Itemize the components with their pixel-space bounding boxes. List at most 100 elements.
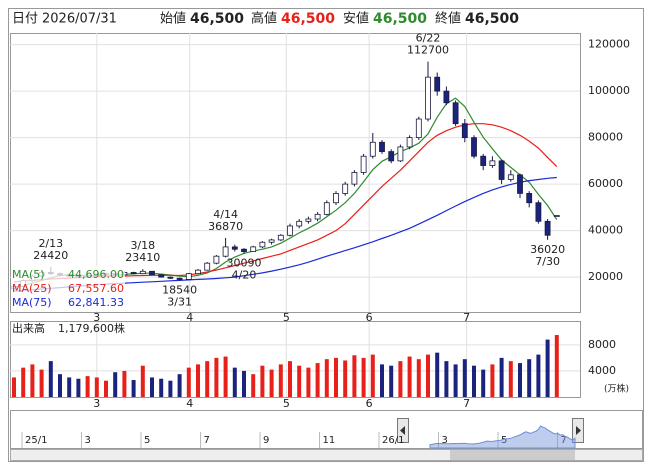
annotation-date: 4/14 bbox=[213, 208, 238, 221]
candle-body bbox=[204, 262, 211, 271]
annotation-value: 30090 bbox=[227, 257, 262, 270]
volume-bar bbox=[278, 364, 283, 397]
x-tick-label: 3 bbox=[93, 311, 100, 324]
volume-bar bbox=[453, 364, 458, 397]
volume-bar bbox=[334, 357, 338, 397]
y-tick-label: 100000 bbox=[588, 84, 630, 97]
volume-bar bbox=[196, 364, 200, 397]
candle-body bbox=[314, 213, 321, 220]
scroll-thumb[interactable] bbox=[450, 450, 575, 460]
open-label: 始値 bbox=[160, 11, 186, 27]
candle-body bbox=[149, 270, 155, 276]
volume-bar bbox=[21, 367, 26, 397]
volume-bar bbox=[554, 335, 559, 397]
volume-bar bbox=[297, 365, 302, 397]
candle-body bbox=[507, 174, 514, 180]
volume-bar bbox=[104, 380, 108, 397]
candle-body bbox=[213, 255, 220, 264]
volume-bar bbox=[315, 363, 320, 397]
close: 46,500 bbox=[465, 11, 519, 27]
candle-body bbox=[287, 225, 293, 236]
volume-bar bbox=[251, 374, 256, 397]
nav-label: 5 bbox=[144, 435, 150, 446]
nav-arrow-right bbox=[576, 426, 581, 435]
volume-bar bbox=[490, 364, 495, 397]
volume-bar bbox=[444, 361, 449, 397]
annotation-value: 24420 bbox=[33, 249, 68, 262]
date: 2026/07/31 bbox=[42, 12, 117, 27]
legend-name: MA(5) bbox=[12, 268, 45, 281]
volume-bar bbox=[177, 374, 182, 397]
nav-label: 11 bbox=[323, 435, 336, 446]
nav-label: 3 bbox=[85, 435, 91, 446]
open: 46,500 bbox=[190, 11, 244, 27]
candle-body bbox=[333, 193, 339, 204]
candle-body bbox=[544, 220, 551, 236]
candle-body bbox=[461, 123, 468, 139]
annotation-date: 4/20 bbox=[232, 269, 257, 282]
volume-bar bbox=[518, 363, 522, 397]
legend-name: MA(75) bbox=[12, 296, 52, 309]
candle-body bbox=[406, 137, 413, 148]
annotation-value: 36020 bbox=[530, 243, 565, 256]
price-panel bbox=[10, 33, 581, 313]
legend-value: 62,841.33 bbox=[68, 296, 124, 309]
volume-bar bbox=[214, 357, 219, 397]
annotation-date: 2/13 bbox=[38, 237, 63, 250]
candle-body bbox=[305, 218, 312, 222]
x-tick-label: 7 bbox=[463, 397, 470, 410]
candle-body bbox=[498, 160, 505, 180]
annotation-value: 112700 bbox=[407, 44, 449, 57]
y-tick-label: 8000 bbox=[588, 338, 616, 351]
x-tick-label: 6 bbox=[366, 397, 373, 410]
volume-bar bbox=[416, 359, 421, 397]
volume-bar bbox=[389, 365, 394, 397]
nav-label: 26/1 bbox=[382, 435, 404, 446]
candle-body bbox=[517, 174, 523, 194]
candle-body bbox=[139, 270, 146, 275]
x-tick-label: 5 bbox=[283, 397, 290, 410]
volume-bar bbox=[343, 360, 348, 397]
volume-bar bbox=[426, 354, 430, 397]
nav-label: 25/1 bbox=[25, 435, 47, 446]
y-tick-label: 20000 bbox=[588, 270, 623, 283]
scrollbar[interactable] bbox=[10, 449, 643, 461]
annotation-value: 23410 bbox=[125, 251, 160, 264]
volume-bar bbox=[168, 380, 173, 397]
candle-body bbox=[351, 172, 358, 185]
navigator-panel bbox=[10, 410, 643, 449]
volume-bar bbox=[39, 369, 44, 397]
candle-body bbox=[397, 146, 404, 162]
candle-body bbox=[130, 272, 137, 275]
volume-bar bbox=[398, 361, 403, 397]
candle-body bbox=[167, 276, 174, 279]
candle-body bbox=[268, 239, 275, 243]
nav-label: 5 bbox=[501, 435, 507, 446]
x-tick-label: 6 bbox=[366, 311, 373, 324]
candle-body bbox=[195, 269, 201, 275]
candle-body bbox=[250, 246, 257, 252]
nav-arrow-left bbox=[400, 426, 405, 435]
volume-bar bbox=[242, 370, 246, 397]
volume-bar bbox=[58, 374, 62, 397]
y-tick-label: 40000 bbox=[588, 224, 623, 237]
volume-bar bbox=[223, 356, 228, 397]
candle-body bbox=[425, 76, 431, 120]
candle-body bbox=[480, 155, 487, 166]
x-tick-label: 4 bbox=[186, 311, 193, 324]
annotation-date: 3/18 bbox=[130, 239, 155, 252]
volume-bar bbox=[361, 357, 366, 397]
candle-body bbox=[489, 160, 496, 166]
volume-bar bbox=[435, 352, 440, 397]
volume-bar bbox=[508, 361, 513, 397]
nav-label: 9 bbox=[263, 435, 269, 446]
volume-bar bbox=[499, 357, 504, 397]
volume-panel bbox=[10, 321, 581, 398]
volume-bar bbox=[67, 377, 72, 397]
volume-bar bbox=[407, 356, 412, 397]
x-tick-label: 3 bbox=[93, 397, 100, 410]
volume-title: 出来高 bbox=[12, 321, 45, 335]
candle-body bbox=[323, 202, 330, 215]
volume-unit: (万株) bbox=[604, 383, 629, 395]
